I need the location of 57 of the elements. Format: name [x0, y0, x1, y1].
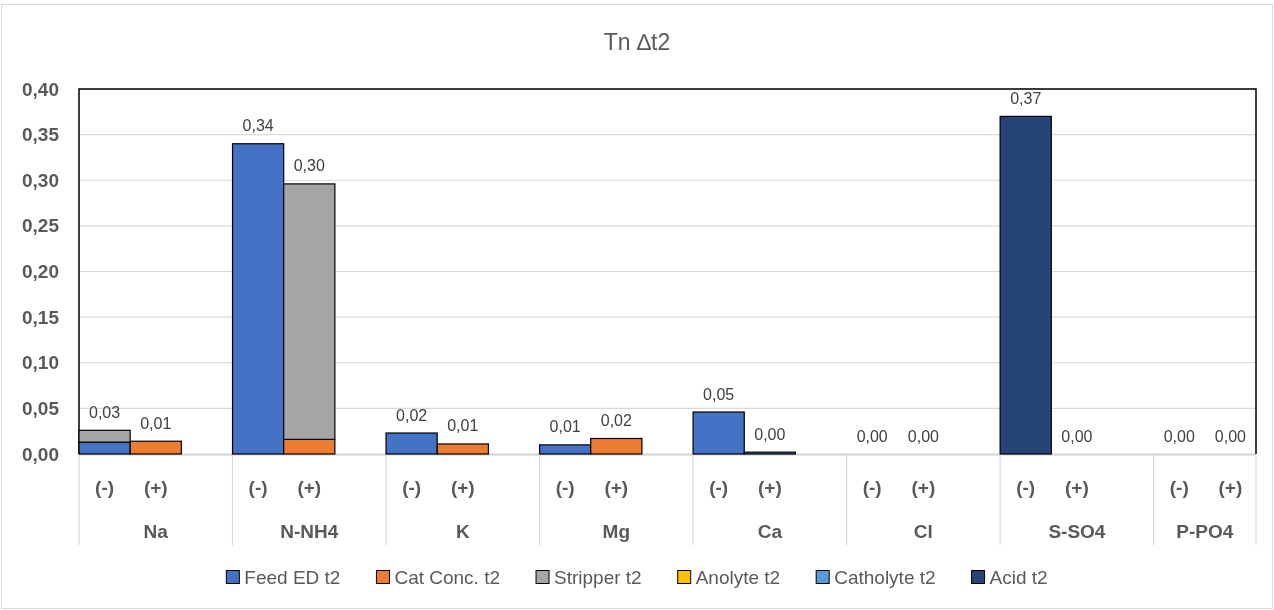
chart-title: Tn ∆t2: [603, 29, 671, 55]
total-label: 0,03: [89, 403, 121, 421]
total-label: 0,30: [293, 157, 325, 175]
total-label: 0,37: [1010, 89, 1042, 107]
text: Na: [143, 520, 169, 542]
legend-label: Anolyte t2: [695, 566, 781, 588]
legend-label: Feed ED t2: [244, 566, 341, 588]
x-tick-label: (-): [709, 476, 729, 498]
y-tick-label: 0,00: [22, 443, 59, 465]
total-label: 0,01: [140, 414, 172, 432]
x-tick-label: (-): [555, 476, 575, 498]
total-label: 0,00: [754, 425, 786, 443]
y-tick-label: 0,25: [22, 215, 60, 237]
x-tick-label: (+): [297, 476, 322, 498]
y-tick-label: 0,20: [22, 261, 59, 282]
total-label: 0,00: [856, 427, 888, 445]
legend-label: Catholyte t2: [834, 566, 936, 588]
x-tick-label: (-): [95, 476, 115, 498]
legend-label: Cat Conc. t2: [394, 566, 501, 588]
total-label: 0,00: [1061, 427, 1093, 445]
total-label: 0,05: [703, 385, 735, 403]
x-tick-label: (+): [911, 476, 936, 498]
x-tick-label: (-): [1169, 476, 1189, 498]
x-tick-label: (-): [248, 476, 268, 498]
x-tick-label: (+): [757, 476, 782, 498]
x-tick-label: (-): [402, 476, 422, 498]
y-tick-label: 0,30: [22, 169, 59, 191]
total-label: 0,02: [396, 406, 428, 424]
y-tick-label: 0,15: [22, 306, 60, 328]
total-label: 0,00: [907, 427, 940, 445]
text: Ca: [757, 520, 783, 542]
total-label: 0,00: [1214, 427, 1247, 445]
y-tick-label: 0,05: [22, 397, 60, 419]
text: N-NH4: [280, 520, 339, 542]
total-label: 0,01: [447, 417, 479, 435]
total-label: 0,02: [600, 411, 632, 429]
x-tick-label: (+): [143, 476, 168, 498]
x-tick-label: (+): [604, 476, 629, 498]
text: P-PO4: [1176, 520, 1234, 542]
text: Mg: [602, 520, 631, 542]
y-tick-label: 0,35: [22, 124, 60, 146]
x-tick-label: (+): [1065, 476, 1089, 498]
text: K: [455, 520, 470, 542]
y-tick-label: 0,40: [22, 78, 59, 100]
legend-label: Acid t2: [989, 566, 1048, 588]
text: Cl: [913, 520, 933, 542]
x-tick-label: (-): [862, 476, 882, 498]
total-label: 0,01: [549, 418, 581, 436]
x-tick-label: (+): [1218, 476, 1243, 498]
bar: [999, 115, 1052, 455]
total-label: 0,00: [1163, 427, 1195, 445]
y-tick-label: 0,10: [22, 352, 59, 374]
total-label: 0,34: [242, 117, 274, 135]
legend-label: Stripper t2: [554, 566, 642, 588]
x-tick-label: (-): [1016, 476, 1036, 498]
x-tick-label: (+): [450, 476, 475, 498]
text: S-SO4: [1048, 520, 1106, 542]
